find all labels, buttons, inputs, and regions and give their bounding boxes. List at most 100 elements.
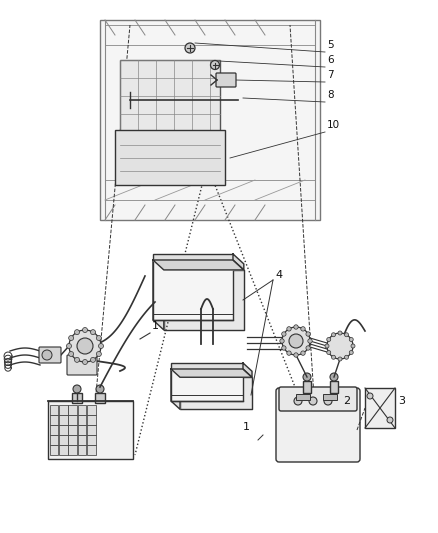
Bar — [49, 425, 58, 434]
Circle shape — [67, 343, 71, 349]
Bar — [100, 20, 320, 220]
Bar — [72, 393, 82, 403]
Bar — [153, 260, 233, 320]
Bar — [49, 435, 58, 445]
Circle shape — [387, 417, 393, 423]
Circle shape — [77, 338, 93, 354]
Bar — [87, 415, 96, 424]
Bar — [171, 369, 243, 401]
Polygon shape — [164, 270, 244, 330]
Circle shape — [91, 357, 95, 362]
Bar — [47, 401, 133, 459]
Bar — [330, 381, 338, 393]
Circle shape — [367, 393, 373, 399]
Bar — [78, 435, 86, 445]
Circle shape — [42, 350, 52, 360]
Polygon shape — [180, 377, 252, 409]
Circle shape — [345, 333, 349, 337]
Bar — [87, 405, 96, 415]
Circle shape — [332, 333, 336, 337]
Circle shape — [69, 335, 74, 341]
Circle shape — [308, 339, 312, 343]
Polygon shape — [243, 363, 252, 377]
Circle shape — [327, 351, 331, 354]
Circle shape — [287, 327, 291, 331]
Circle shape — [282, 332, 286, 336]
Circle shape — [330, 373, 338, 381]
Circle shape — [303, 373, 311, 381]
Circle shape — [294, 397, 302, 405]
Circle shape — [82, 327, 88, 333]
Bar — [78, 445, 86, 455]
Bar — [49, 415, 58, 424]
Circle shape — [327, 333, 353, 359]
FancyBboxPatch shape — [39, 347, 61, 363]
Text: 1: 1 — [152, 321, 159, 331]
Text: 7: 7 — [327, 70, 334, 80]
FancyBboxPatch shape — [67, 355, 97, 375]
Circle shape — [69, 351, 74, 357]
FancyBboxPatch shape — [365, 388, 395, 428]
Text: 6: 6 — [327, 55, 334, 65]
Bar — [68, 405, 77, 415]
FancyBboxPatch shape — [279, 387, 357, 411]
Circle shape — [96, 335, 101, 341]
Circle shape — [324, 397, 332, 405]
Bar — [68, 415, 77, 424]
Circle shape — [327, 337, 331, 342]
Circle shape — [338, 331, 342, 335]
Circle shape — [185, 43, 195, 53]
Circle shape — [96, 385, 104, 393]
Bar — [115, 130, 225, 185]
Text: 4: 4 — [275, 270, 282, 280]
Bar — [68, 425, 77, 434]
Bar — [59, 405, 68, 415]
Circle shape — [345, 356, 349, 359]
Bar — [87, 425, 96, 434]
FancyBboxPatch shape — [216, 73, 236, 87]
Polygon shape — [171, 369, 180, 409]
Circle shape — [282, 346, 286, 350]
Bar — [68, 445, 77, 455]
Bar — [87, 435, 96, 445]
FancyBboxPatch shape — [276, 388, 360, 462]
Circle shape — [349, 351, 353, 354]
Circle shape — [338, 357, 342, 361]
Bar — [303, 381, 311, 393]
Bar — [296, 394, 310, 400]
Circle shape — [301, 351, 305, 356]
Bar — [59, 415, 68, 424]
Circle shape — [306, 332, 311, 336]
Bar — [87, 445, 96, 455]
Bar — [78, 415, 86, 424]
Circle shape — [301, 327, 305, 331]
Circle shape — [282, 327, 310, 355]
Text: 10: 10 — [327, 120, 340, 130]
Polygon shape — [153, 260, 164, 330]
Polygon shape — [153, 260, 244, 270]
Circle shape — [211, 61, 219, 69]
Bar — [171, 363, 243, 369]
Circle shape — [309, 397, 317, 405]
Text: 8: 8 — [327, 90, 334, 100]
Circle shape — [91, 329, 95, 335]
Bar — [49, 445, 58, 455]
Bar — [59, 445, 68, 455]
Bar — [323, 394, 337, 400]
Circle shape — [96, 351, 101, 357]
Circle shape — [294, 353, 298, 357]
Polygon shape — [233, 254, 244, 270]
Circle shape — [280, 339, 284, 343]
Circle shape — [69, 330, 101, 362]
Bar — [59, 425, 68, 434]
Circle shape — [294, 325, 298, 329]
Circle shape — [332, 356, 336, 359]
Circle shape — [74, 357, 80, 362]
Circle shape — [306, 346, 311, 350]
Bar — [78, 405, 86, 415]
Bar — [120, 60, 220, 150]
Polygon shape — [171, 369, 252, 377]
Circle shape — [99, 343, 103, 349]
Text: 5: 5 — [327, 40, 334, 50]
Bar — [78, 425, 86, 434]
